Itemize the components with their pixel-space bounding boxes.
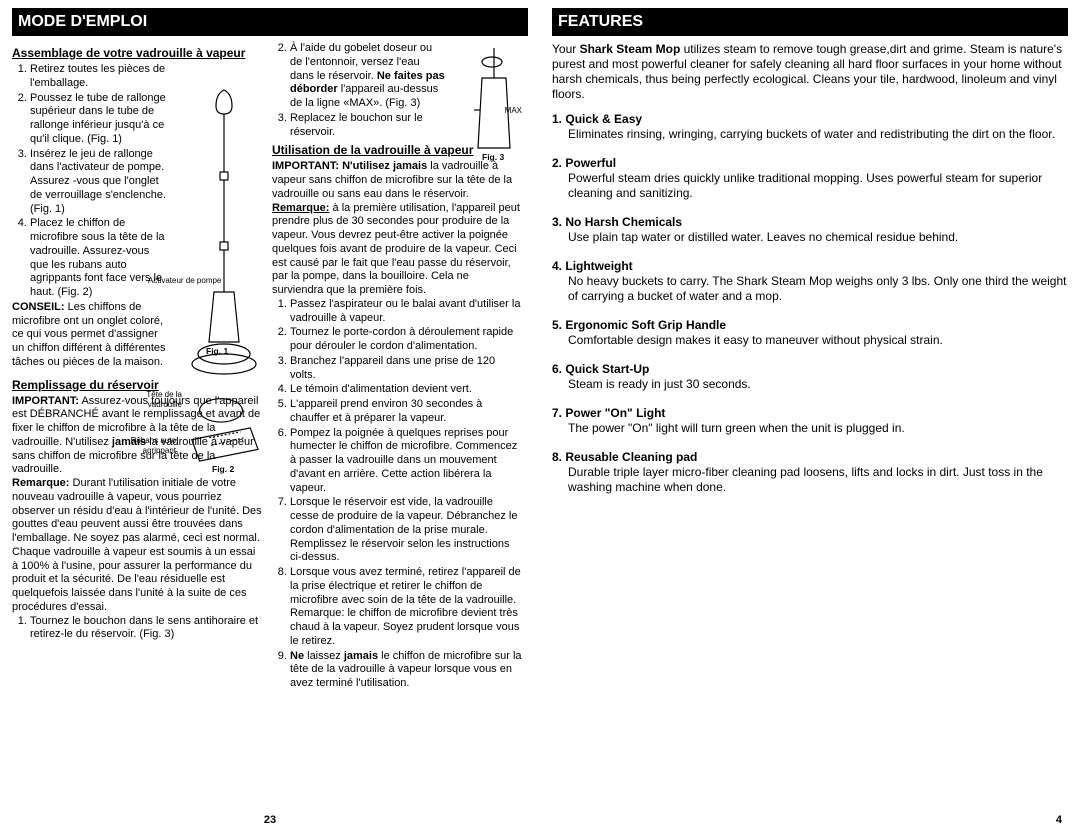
sec2-list-cont: À l'aide du gobelet doseur ou de l'enton… xyxy=(272,42,446,139)
feature-head: 8. Reusable Cleaning pad xyxy=(552,450,1068,465)
feature-num: 2. xyxy=(552,156,562,170)
fig3-label: Fig. 3 xyxy=(482,152,504,163)
feature-item: 8. Reusable Cleaning pad Durable triple … xyxy=(552,450,1068,495)
fig1-label: Fig. 1 xyxy=(206,346,228,357)
list-item: Insérez le jeu de rallonge dans l'activa… xyxy=(30,148,170,217)
list-item: Lorsque vous avez terminé, retirez l'app… xyxy=(290,566,522,649)
list-item: L'appareil prend environ 30 secondes à c… xyxy=(290,398,522,426)
list-item: Branchez l'appareil dans une prise de 12… xyxy=(290,355,522,383)
feature-body: Durable triple layer micro-fiber cleanin… xyxy=(552,465,1068,495)
feature-head: 4. Lightweight xyxy=(552,259,1068,274)
feature-title: Ergonomic Soft Grip Handle xyxy=(565,318,726,332)
remarque1-para: Remarque: Durant l'utilisation initiale … xyxy=(12,477,262,615)
feature-item: 7. Power "On" Light The power "On" light… xyxy=(552,406,1068,436)
sec1-list: Retirez toutes les pièces de l'emballage… xyxy=(12,63,170,300)
left-page: MODE D'EMPLOI Assemblage de votre vadrou… xyxy=(0,0,540,834)
feature-head: 2. Powerful xyxy=(552,156,1068,171)
feature-num: 6. xyxy=(552,362,562,376)
feature-head: 5. Ergonomic Soft Grip Handle xyxy=(552,318,1068,333)
feature-body: Powerful steam dries quickly unlike trad… xyxy=(552,171,1068,201)
annot-tete: Tête de la vadrouille xyxy=(142,390,182,410)
features-list: 1. Quick & Easy Eliminates rinsing, wrin… xyxy=(552,112,1068,495)
conseil-para: CONSEIL: Les chiffons de microfibre ont … xyxy=(12,301,170,370)
fig1-illustration: Activateur de pompe Fig. 1 xyxy=(184,82,266,387)
feature-title: Quick & Easy xyxy=(565,112,642,126)
right-pagenum: 4 xyxy=(1056,814,1062,828)
remarque2-body: à la première utilisation, l'appareil pe… xyxy=(272,202,520,297)
left-col-1: Assemblage de votre vadrouille à vapeur … xyxy=(12,42,262,692)
feature-item: 3. No Harsh Chemicals Use plain tap wate… xyxy=(552,215,1068,245)
mop-head-icon xyxy=(182,380,260,470)
feature-head: 7. Power "On" Light xyxy=(552,406,1068,421)
i9b: laissez xyxy=(304,650,344,662)
remarque1-label: Remarque: xyxy=(12,477,69,489)
feature-num: 1. xyxy=(552,112,562,126)
feature-item: 2. Powerful Powerful steam dries quickly… xyxy=(552,156,1068,201)
feature-head: 6. Quick Start-Up xyxy=(552,362,1068,377)
remarque2-label: Remarque: xyxy=(272,202,329,214)
annot-max: MAX xyxy=(505,106,522,116)
list-item: Retirez toutes les pièces de l'emballage… xyxy=(30,63,170,91)
feature-num: 3. xyxy=(552,215,562,229)
feature-body: The power "On" light will turn green whe… xyxy=(552,421,1068,436)
fig3-illustration: MAX Fig. 3 xyxy=(464,48,524,173)
list-item: Lorsque le réservoir est vide, la vadrou… xyxy=(290,496,522,565)
feature-body: No heavy buckets to carry. The Shark Ste… xyxy=(552,274,1068,304)
left-columns: Assemblage de votre vadrouille à vapeur … xyxy=(12,42,528,692)
remarque1-body: Durant l'utilisation initiale de votre n… xyxy=(12,477,262,613)
i9c: jamais xyxy=(344,650,378,662)
sec2-list: Tournez le bouchon dans le sens antihora… xyxy=(12,615,262,643)
feature-num: 5. xyxy=(552,318,562,332)
feature-title: Lightweight xyxy=(565,259,632,273)
feature-title: Powerful xyxy=(565,156,616,170)
feature-head: 3. No Harsh Chemicals xyxy=(552,215,1068,230)
feature-num: 8. xyxy=(552,450,562,464)
left-col-2: À l'aide du gobelet doseur ou de l'enton… xyxy=(272,42,522,692)
feature-title: Power "On" Light xyxy=(565,406,665,420)
right-page: FEATURES Your Shark Steam Mop utilizes s… xyxy=(540,0,1080,834)
list-item: Replacez le bouchon sur le réservoir. xyxy=(290,112,446,140)
fig2-illustration: Tête de la vadrouille Rubans auto agripp… xyxy=(182,380,258,475)
feature-body: Use plain tap water or distilled water. … xyxy=(552,230,1068,245)
important1-label: IMPORTANT: xyxy=(12,395,79,407)
list-item: Le témoin d'alimentation devient vert. xyxy=(290,383,522,397)
list-item: Tournez le porte-cordon à déroulement ra… xyxy=(290,326,522,354)
feature-head: 1. Quick & Easy xyxy=(552,112,1068,127)
fig2-label: Fig. 2 xyxy=(212,464,234,475)
sec3-list: Passez l'aspirateur ou le balai avant d'… xyxy=(272,298,522,691)
list-item: Poussez le tube de rallonge supérieur da… xyxy=(30,92,170,147)
annot-activateur: Activateur de pompe xyxy=(148,276,221,286)
intro-a: Your xyxy=(552,42,580,56)
feature-item: 1. Quick & Easy Eliminates rinsing, wrin… xyxy=(552,112,1068,142)
feature-title: No Harsh Chemicals xyxy=(565,215,682,229)
right-header: FEATURES xyxy=(552,8,1068,36)
list-item: Pompez la poignée à quelques reprises po… xyxy=(290,427,522,496)
important2-label: IMPORTANT: N'utilisez jamais xyxy=(272,160,427,172)
list-item: Passez l'aspirateur ou le balai avant d'… xyxy=(290,298,522,326)
left-header: MODE D'EMPLOI xyxy=(12,8,528,36)
left-pagenum: 23 xyxy=(264,814,276,828)
i9a: Ne xyxy=(290,650,304,662)
list-item: À l'aide du gobelet doseur ou de l'enton… xyxy=(290,42,446,111)
list-item: Ne laissez jamais le chiffon de microfib… xyxy=(290,650,522,691)
feature-num: 4. xyxy=(552,259,562,273)
sec1-title: Assemblage de votre vadrouille à vapeur xyxy=(12,46,262,61)
feature-body: Eliminates rinsing, wringing, carrying b… xyxy=(552,127,1068,142)
list-item: Tournez le bouchon dans le sens antihora… xyxy=(30,615,262,643)
list-item: Placez le chiffon de microfibre sous la … xyxy=(30,217,170,300)
feature-title: Reusable Cleaning pad xyxy=(565,450,697,464)
feature-body: Steam is ready in just 30 seconds. xyxy=(552,377,1068,392)
mop-full-icon xyxy=(184,82,264,382)
remarque2-para: Remarque: à la première utilisation, l'a… xyxy=(272,202,522,298)
intro-b: Shark Steam Mop xyxy=(580,42,681,56)
feature-item: 6. Quick Start-Up Steam is ready in just… xyxy=(552,362,1068,392)
feature-body: Comfortable design makes it easy to mane… xyxy=(552,333,1068,348)
feature-item: 5. Ergonomic Soft Grip Handle Comfortabl… xyxy=(552,318,1068,348)
feature-title: Quick Start-Up xyxy=(565,362,649,376)
conseil-label: CONSEIL: xyxy=(12,301,65,313)
annot-rubans: Rubans auto agrippant xyxy=(126,436,176,456)
feature-num: 7. xyxy=(552,406,562,420)
intro-para: Your Shark Steam Mop utilizes steam to r… xyxy=(552,42,1068,102)
feature-item: 4. Lightweight No heavy buckets to carry… xyxy=(552,259,1068,304)
